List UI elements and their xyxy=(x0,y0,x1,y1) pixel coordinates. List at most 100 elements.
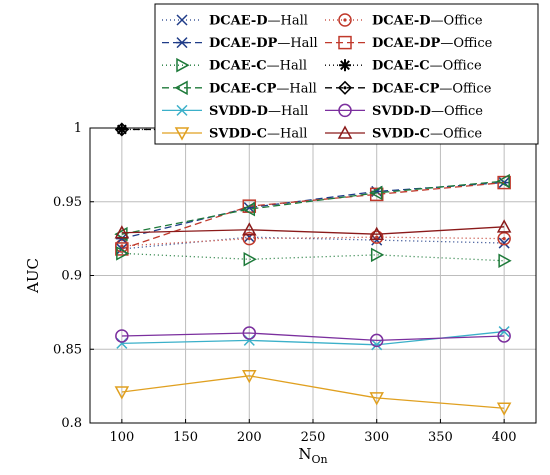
data-point xyxy=(497,329,511,343)
data-point xyxy=(371,234,383,246)
x-tick-label: 150 xyxy=(173,430,198,445)
legend-label-rest: —Hall xyxy=(276,81,316,96)
x-axis-label: NOn xyxy=(298,445,327,466)
legend-label: DCAE-CP—Hall xyxy=(209,81,317,96)
legend-label: DCAE-DP—Hall xyxy=(209,36,318,51)
legend-item: DCAE-CP—Hall xyxy=(162,80,317,96)
legend-label-bold: SVDD-C xyxy=(209,127,267,142)
y-tick-label: 0.9 xyxy=(61,269,82,284)
legend-label-bold: DCAE-DP xyxy=(372,36,441,51)
legend-item: SVDD-D—Office xyxy=(325,103,483,119)
legend-label-bold: DCAE-CP xyxy=(209,81,277,96)
data-point xyxy=(241,201,256,217)
legend-label-rest: —Office xyxy=(431,14,483,29)
data-point xyxy=(115,242,129,256)
legend-label-bold: DCAE-C xyxy=(372,59,430,74)
y-axis-ticks: 0.8 0.85 0.9 0.95 1 xyxy=(53,121,94,431)
legend-label: DCAE-DP—Office xyxy=(372,36,493,51)
y-tick-label: 0.95 xyxy=(53,195,82,210)
data-point xyxy=(242,231,257,246)
legend-label: SVDD-D—Office xyxy=(372,104,483,119)
legend-item: SVDD-C—Office xyxy=(325,125,482,142)
legend-marker xyxy=(176,14,188,26)
series-line xyxy=(121,181,505,250)
x-tick-label: 400 xyxy=(492,430,517,445)
legend-marker xyxy=(337,80,353,95)
legend-label: DCAE-CP—Office xyxy=(372,81,492,96)
legend-item: DCAE-D—Hall xyxy=(162,14,308,29)
legend-marker xyxy=(176,37,188,49)
legend-marker xyxy=(338,13,352,27)
y-axis-label: AUC xyxy=(24,258,42,294)
x-axis-label-main: N xyxy=(298,445,311,463)
legend-marker xyxy=(339,59,351,72)
x-tick-label: 350 xyxy=(428,430,453,445)
data-point xyxy=(369,187,384,202)
legend-item: DCAE-C—Hall xyxy=(162,57,307,74)
legend-item: DCAE-CP—Office xyxy=(325,80,492,96)
legend-label: SVDD-C—Hall xyxy=(209,127,307,142)
legend-label: DCAE-C—Office xyxy=(372,59,482,74)
x-tick-label: 300 xyxy=(364,430,389,445)
legend-item: DCAE-DP—Office xyxy=(325,35,493,51)
legend-label-bold: DCAE-C xyxy=(209,59,267,74)
data-point xyxy=(497,175,511,190)
data-point xyxy=(497,231,511,246)
data-point xyxy=(243,334,255,346)
legend-label-rest: —Hall xyxy=(267,127,307,142)
data-point xyxy=(114,225,130,239)
y-tick-label: 0.85 xyxy=(53,342,82,357)
legend-item: SVDD-D—Hall xyxy=(162,104,308,119)
legend-label-rest: —Office xyxy=(440,36,492,51)
legend-item: SVDD-C—Hall xyxy=(162,127,307,142)
series-4 xyxy=(116,246,512,269)
series-10 xyxy=(114,370,512,416)
series-9 xyxy=(115,326,511,348)
legend-marker xyxy=(337,125,353,139)
legend-item: DCAE-D—Office xyxy=(325,13,483,29)
series-line xyxy=(121,180,505,235)
data-point xyxy=(369,230,384,244)
data-point xyxy=(114,122,129,137)
legend-marker xyxy=(338,103,352,118)
legend-label-rest: —Office xyxy=(430,59,482,74)
x-axis-ticks: 100 150 200 250 300 350 400 xyxy=(109,419,517,445)
data-point xyxy=(242,222,257,236)
series-11 xyxy=(114,219,512,240)
legend-item: DCAE-DP—Hall xyxy=(162,36,318,51)
data-point xyxy=(369,226,384,240)
legend-label-bold: DCAE-D xyxy=(372,14,431,29)
legend-label-rest: —Hall xyxy=(268,104,308,119)
series-line xyxy=(121,226,505,235)
legend-label-bold: SVDD-D xyxy=(209,104,268,119)
legend-label-rest: —Hall xyxy=(268,14,308,29)
legend-label-rest: —Hall xyxy=(277,36,317,51)
data-point xyxy=(369,185,383,201)
data-point xyxy=(115,329,129,343)
data-point xyxy=(496,173,510,189)
legend-label-bold: DCAE-DP xyxy=(209,36,278,51)
x-axis-label-subscript: On xyxy=(312,453,328,466)
legend-marker xyxy=(174,80,188,96)
data-point xyxy=(496,219,512,233)
data-point xyxy=(242,326,257,340)
x-tick-label: 200 xyxy=(237,430,262,445)
data-point xyxy=(369,392,384,406)
legend-label-rest: —Office xyxy=(430,127,482,142)
y-tick-label: 1 xyxy=(74,121,82,136)
data-point xyxy=(243,252,257,267)
legend-item: DCAE-C—Office xyxy=(325,59,482,74)
legend-marker xyxy=(176,57,190,73)
legend-label: DCAE-D—Office xyxy=(372,14,483,29)
legend-label-rest: —Office xyxy=(439,81,491,96)
series-line xyxy=(121,375,505,409)
data-point xyxy=(114,386,130,400)
legend-label-bold: SVDD-D xyxy=(372,104,431,119)
data-point xyxy=(498,253,512,269)
series-line xyxy=(121,332,505,342)
legend-label-rest: —Hall xyxy=(267,59,307,74)
legend-marker xyxy=(174,127,190,141)
data-point xyxy=(371,339,383,351)
data-point xyxy=(369,333,384,348)
